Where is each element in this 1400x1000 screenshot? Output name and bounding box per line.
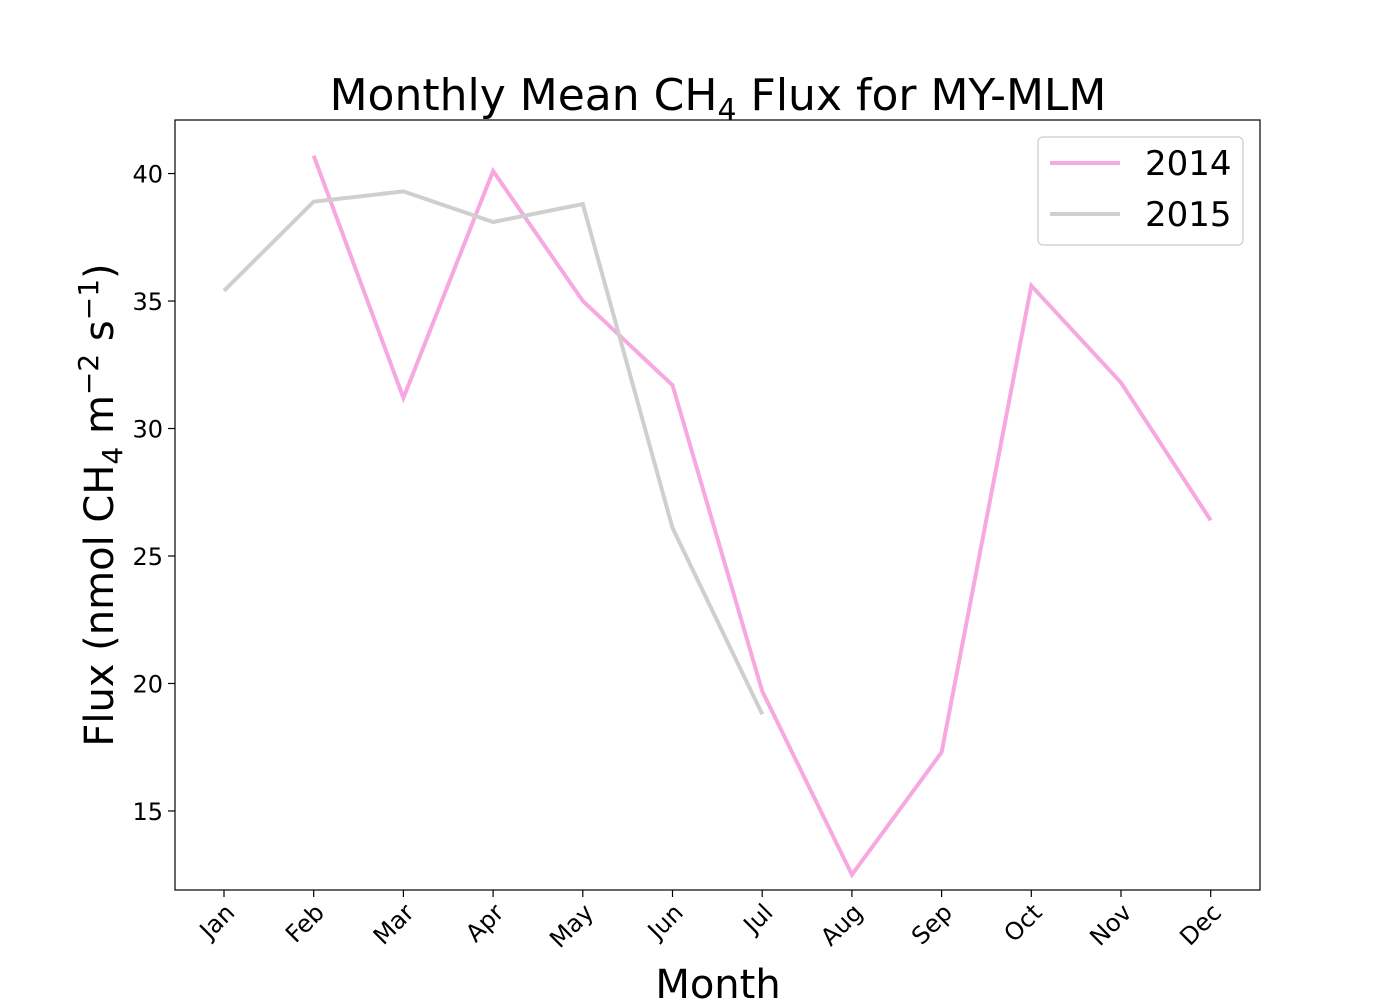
x-tick-label-apr: Apr (460, 898, 509, 947)
chart-title: Monthly Mean CH4 Flux for MY-MLM (330, 70, 1107, 128)
series-line-2014 (311, 155, 1213, 879)
x-tick-label-jul: Jul (737, 898, 779, 940)
x-tick-label-sep: Sep (906, 898, 958, 950)
y-tick-label-30: 30 (132, 416, 163, 444)
x-axis: Jan Feb Mar Apr May Jun Jul Aug Sep Oct Nov Dec (193, 890, 1227, 953)
x-tick-label-dec: Dec (1174, 898, 1227, 951)
x-tick-label-oct: Oct (998, 898, 1047, 947)
y-tick-label-15: 15 (132, 798, 163, 826)
y-tick-label-35: 35 (132, 288, 163, 316)
x-tick-label-aug: Aug (815, 898, 868, 951)
x-axis-label: Month (655, 962, 780, 1000)
x-tick-label-nov: Nov (1084, 898, 1137, 951)
plot-area-frame (174, 119, 1261, 891)
y-axis-label: Flux (nmol CH4 m−2 s−1) (72, 263, 129, 746)
legend-label-2015: 2015 (1145, 195, 1232, 235)
y-tick-label-20: 20 (132, 670, 163, 698)
series-line-2015 (222, 189, 765, 715)
x-tick-label-mar: Mar (368, 898, 420, 950)
series-lines (222, 155, 1213, 879)
x-tick-label-may: May (544, 898, 599, 953)
legend: 2014 2015 (1037, 136, 1244, 246)
x-tick-label-jun: Jun (641, 898, 689, 946)
x-tick-label-jan: Jan (193, 898, 240, 945)
legend-label-2014: 2014 (1145, 144, 1232, 184)
y-axis: 15 20 25 30 35 40 (132, 161, 175, 826)
y-tick-label-40: 40 (132, 161, 163, 189)
x-tick-label-feb: Feb (280, 898, 330, 948)
y-tick-label-25: 25 (132, 543, 163, 571)
